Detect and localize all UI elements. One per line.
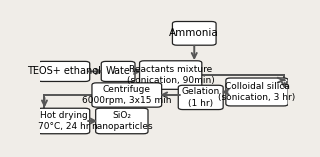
FancyBboxPatch shape bbox=[37, 108, 90, 134]
Text: TEOS+ ethanol: TEOS+ ethanol bbox=[27, 66, 100, 76]
Text: Ammonia: Ammonia bbox=[169, 28, 219, 38]
Text: Colloidal silica
(sonication, 3 hr): Colloidal silica (sonication, 3 hr) bbox=[218, 82, 296, 102]
Text: Centrifuge
6000rpm, 3x15 min: Centrifuge 6000rpm, 3x15 min bbox=[82, 85, 172, 105]
Text: Hot drying
70°C, 24 hr: Hot drying 70°C, 24 hr bbox=[38, 111, 89, 131]
FancyBboxPatch shape bbox=[96, 108, 148, 134]
Text: Reactants mixture
(sonication, 90min): Reactants mixture (sonication, 90min) bbox=[127, 65, 215, 85]
FancyBboxPatch shape bbox=[226, 78, 288, 106]
FancyBboxPatch shape bbox=[101, 61, 135, 81]
FancyBboxPatch shape bbox=[37, 61, 90, 81]
FancyBboxPatch shape bbox=[92, 83, 162, 107]
FancyBboxPatch shape bbox=[178, 85, 223, 110]
Text: SiO₂
nanoparticles: SiO₂ nanoparticles bbox=[91, 111, 153, 131]
FancyBboxPatch shape bbox=[172, 22, 216, 45]
Text: Wate: Wate bbox=[106, 66, 131, 76]
FancyBboxPatch shape bbox=[140, 61, 202, 89]
Text: Gelation
(1 hr): Gelation (1 hr) bbox=[181, 87, 220, 108]
